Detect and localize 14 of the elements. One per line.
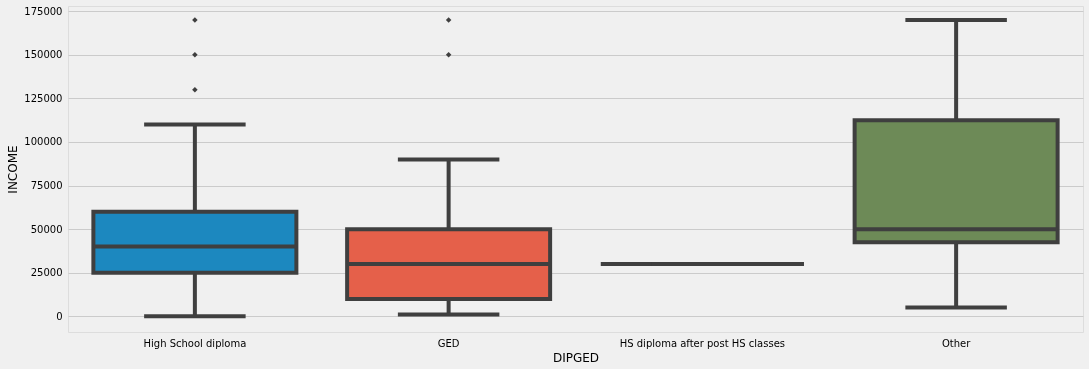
y-tick-label: 100000 bbox=[24, 136, 63, 148]
y-axis-title: INCOME bbox=[6, 145, 21, 194]
y-tick-label: 50000 bbox=[30, 223, 63, 235]
y-tick-label: 175000 bbox=[24, 5, 63, 17]
x-tick-label: GED bbox=[437, 337, 460, 349]
y-tick-label: 125000 bbox=[24, 92, 63, 104]
x-tick-label: High School diploma bbox=[143, 337, 247, 349]
x-axis-title: DIPGED bbox=[552, 350, 600, 365]
x-tick-label: HS diploma after post HS classes bbox=[619, 337, 786, 349]
x-tick-label: Other bbox=[941, 337, 972, 349]
y-tick-label: 0 bbox=[56, 310, 63, 322]
y-tick-label: 75000 bbox=[30, 180, 63, 192]
y-tick-label: 150000 bbox=[24, 49, 63, 61]
y-tick-label: 25000 bbox=[30, 267, 63, 279]
